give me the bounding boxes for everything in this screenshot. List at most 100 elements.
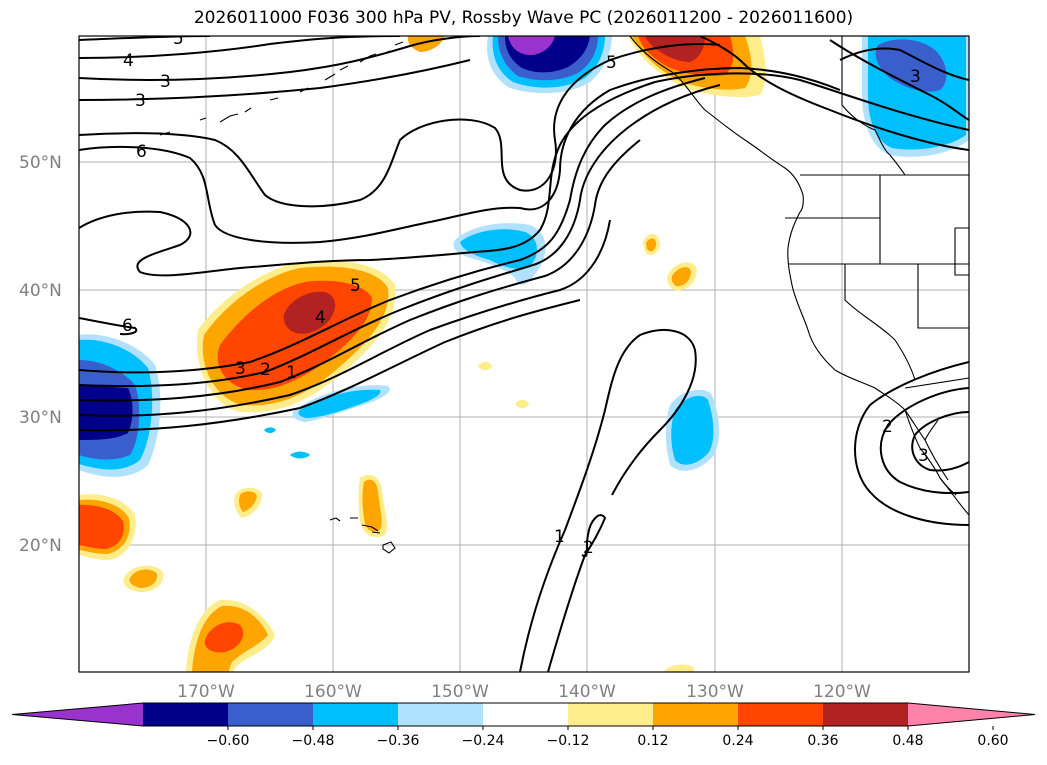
coastlines	[159, 36, 969, 554]
lat-label: 20°N	[19, 536, 62, 556]
positive-anomaly-northeast-max	[645, 36, 705, 62]
positive-anomaly-southwest-core	[204, 622, 244, 653]
lon-label: 140°W	[558, 682, 616, 702]
negative-anomaly-small-2	[264, 427, 276, 433]
colorbar-segment	[313, 703, 398, 726]
coast-alaska-bc	[629, 36, 804, 213]
positive-anomaly-small-6	[515, 399, 529, 409]
lat-label: 30°N	[19, 408, 62, 428]
colorbar-segment	[823, 703, 908, 726]
lon-label: 160°W	[304, 682, 362, 702]
contour-left-low-6	[79, 317, 138, 336]
contour-label: 3	[135, 91, 146, 111]
negative-anomaly-far-northeast-core	[875, 39, 947, 92]
contour-label: 1	[286, 363, 297, 383]
contour-jet-2	[79, 84, 721, 388]
pv-anomaly-fills	[79, 36, 969, 672]
border-nv-ut	[917, 264, 969, 329]
contour-label: 5	[350, 276, 361, 296]
contour-jet-1b	[79, 219, 611, 417]
map-frame	[78, 35, 970, 673]
contour-left-6	[79, 43, 721, 208]
contour-label: 3	[910, 67, 921, 87]
positive-anomaly-small-2-core	[239, 491, 257, 512]
colorbar-segment	[143, 703, 228, 726]
contour-south-1	[519, 329, 697, 672]
border-us-mexico	[904, 377, 969, 389]
positive-anomaly-bottom-edge	[664, 664, 694, 672]
colorbar-segment	[398, 703, 483, 726]
colorbar-segment	[228, 703, 313, 726]
negative-anomaly-north-extreme	[508, 36, 555, 56]
lat-label: 50°N	[19, 153, 62, 173]
contour-label: 6	[136, 142, 147, 162]
contour-jet-2b	[79, 299, 581, 432]
coast-mexico	[939, 477, 969, 516]
negative-anomaly-central-south-core	[298, 389, 381, 418]
colorbar-segment	[483, 703, 568, 726]
contour-label: 4	[123, 51, 134, 71]
border-bc-alberta	[841, 36, 906, 176]
contour-label: 1	[554, 527, 565, 547]
colorbar-tick-label: 0.60	[977, 733, 1008, 749]
contour-label: 3	[235, 359, 246, 379]
positive-anomaly-small-4-core	[671, 267, 691, 287]
positive-anomaly-small-south-core	[129, 569, 158, 588]
contour-right-inner	[911, 411, 969, 472]
negative-anomaly-east-core	[671, 395, 714, 465]
contour-right-outer	[854, 361, 969, 526]
colorbar-tick-label: 0.48	[892, 733, 923, 749]
colorbar-tick-label: 0.24	[722, 733, 753, 749]
colorbar-extension-low	[12, 703, 143, 726]
longitude-labels: 170°W 160°W 150°W 140°W 130°W 120°W	[177, 682, 871, 702]
positive-anomaly-small-5	[478, 361, 492, 371]
contour-ne-3	[829, 39, 969, 121]
contour-jet-1	[79, 139, 641, 402]
contour-ne-2	[839, 47, 969, 81]
colorbar-outline	[11, 702, 1036, 727]
lon-label: 130°W	[686, 682, 744, 702]
contour-ne-4	[699, 36, 969, 151]
contour-jet-3	[79, 77, 706, 374]
pv-contours	[79, 36, 969, 672]
colorbar-segment	[568, 703, 653, 726]
map-area: 5 4 3 3 6 5 3 6 5 4 3 2 1 1 2 2 3	[79, 29, 969, 672]
positive-anomaly-small-3-core	[646, 238, 657, 252]
contour-top-3	[79, 36, 481, 81]
colorbar-segment	[653, 703, 738, 726]
map-title: 2026011000 F036 300 hPa PV, Rossby Wave …	[193, 8, 854, 28]
positive-anomaly-central-max	[283, 291, 336, 334]
contour-label: 5	[173, 29, 184, 49]
contour-label: 3	[918, 446, 929, 466]
colorbar-tick-label: −0.12	[547, 733, 590, 749]
colorbar-tick-label: −0.48	[292, 733, 335, 749]
contour-label: 2	[882, 417, 893, 437]
colorbar-extension-high	[908, 703, 1035, 726]
negative-anomaly-small-1	[290, 451, 310, 459]
contour-label: 6	[122, 316, 133, 336]
border-ca-nv	[844, 264, 916, 381]
negative-anomaly-west-core	[79, 385, 133, 440]
contour-south-2	[547, 514, 607, 672]
lon-label: 170°W	[177, 682, 235, 702]
colorbar-tick-label: −0.24	[462, 733, 505, 749]
positive-anomaly-west-low-core	[79, 504, 124, 549]
contour-top-3b	[79, 59, 471, 101]
contour-label: 5	[606, 53, 617, 73]
border-montana	[954, 227, 969, 276]
contour-labels: 5 4 3 3 6 5 3 6 5 4 3 2 1 1 2 2 3	[122, 29, 929, 558]
contour-label: 4	[315, 308, 326, 328]
positive-anomaly-small-hawaii-core	[362, 479, 382, 532]
lon-label: 150°W	[431, 682, 489, 702]
contour-label: 2	[583, 538, 594, 558]
contour-mid-5	[79, 66, 841, 244]
lat-label: 40°N	[19, 281, 62, 301]
contour-mid-4	[79, 72, 969, 277]
contour-right-mid	[879, 387, 969, 495]
colorbar-tick-label: −0.36	[377, 733, 420, 749]
colorbar-tick-label: 0.12	[637, 733, 668, 749]
colorbar-tick-label: −0.60	[207, 733, 250, 749]
latitude-labels: 50°N 40°N 30°N 20°N	[19, 153, 62, 556]
hawaii-islands	[329, 517, 396, 554]
